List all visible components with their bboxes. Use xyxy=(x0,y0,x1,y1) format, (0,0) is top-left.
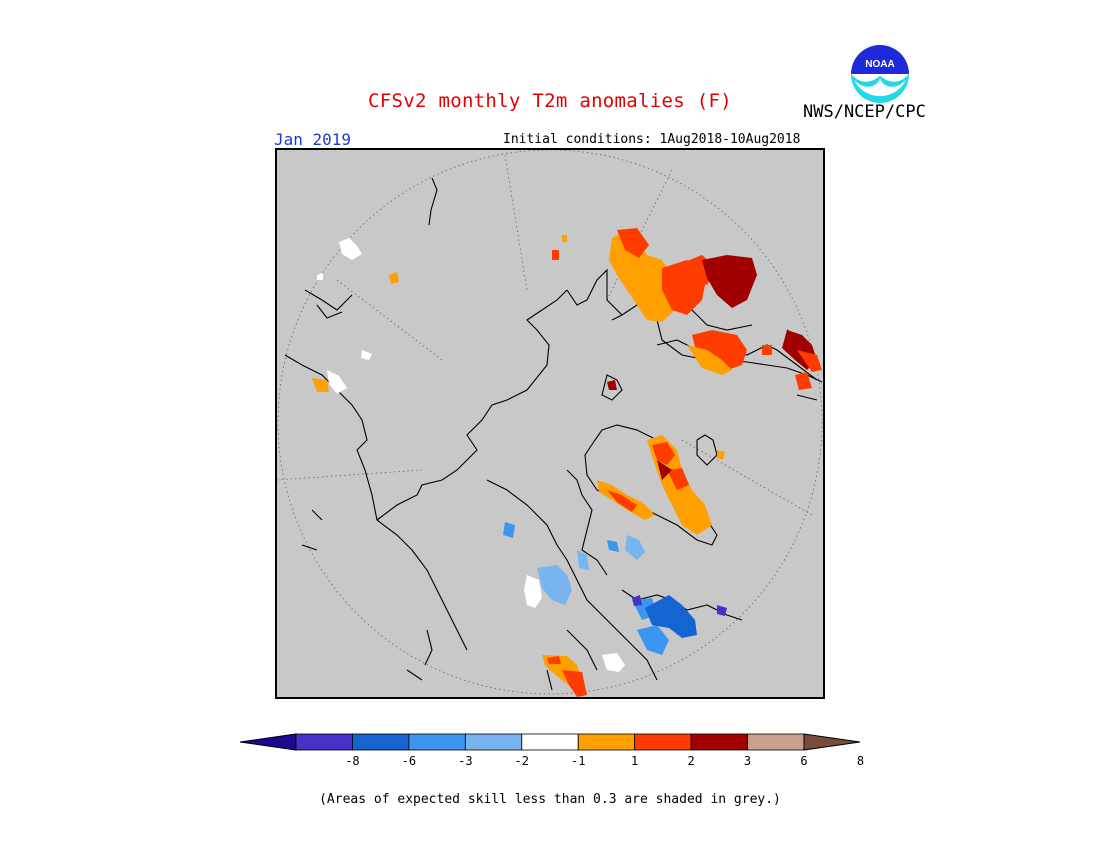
color-legend xyxy=(240,733,860,751)
legend-swatch xyxy=(521,733,579,751)
legend-tick-label: 3 xyxy=(743,754,752,768)
legend-swatch xyxy=(295,733,353,751)
legend-tick-label: -2 xyxy=(514,754,529,768)
skill-footnote: (Areas of expected skill less than 0.3 a… xyxy=(319,792,781,807)
legend-tick-label: -3 xyxy=(458,754,473,768)
map-canvas xyxy=(277,150,823,697)
legend-swatch xyxy=(577,733,636,751)
legend-upper-arrow xyxy=(803,733,860,751)
legend-tick-label: -1 xyxy=(570,754,586,768)
legend-swatch xyxy=(747,733,805,751)
legend-tick-label: 1 xyxy=(631,754,639,768)
initial-conditions: Initial conditions: 1Aug2018-10Aug2018 xyxy=(503,132,801,147)
legend-tick-label: 6 xyxy=(800,754,808,768)
legend-tick-label: -8 xyxy=(345,754,360,768)
map-title: CFSv2 monthly T2m anomalies (F) xyxy=(368,90,732,112)
noaa-logo-text: NOAA xyxy=(865,59,894,70)
legend-tick-label: -6 xyxy=(401,754,417,768)
polar-map xyxy=(275,148,825,699)
legend-swatch xyxy=(352,733,410,751)
legend-tick-label: 2 xyxy=(687,754,695,768)
agency-label: NWS/NCEP/CPC xyxy=(803,102,926,122)
legend-swatch xyxy=(464,733,523,751)
legend-swatch xyxy=(634,733,692,751)
forecast-month: Jan 2019 xyxy=(274,130,352,149)
legend-tick-label: 8 xyxy=(856,754,865,768)
noaa-logo: NOAA xyxy=(848,42,912,106)
anomaly-shading xyxy=(312,228,822,697)
legend-lower-arrow xyxy=(240,733,297,751)
legend-swatch xyxy=(408,733,466,751)
graticule xyxy=(277,150,823,695)
legend-swatch xyxy=(690,733,748,751)
